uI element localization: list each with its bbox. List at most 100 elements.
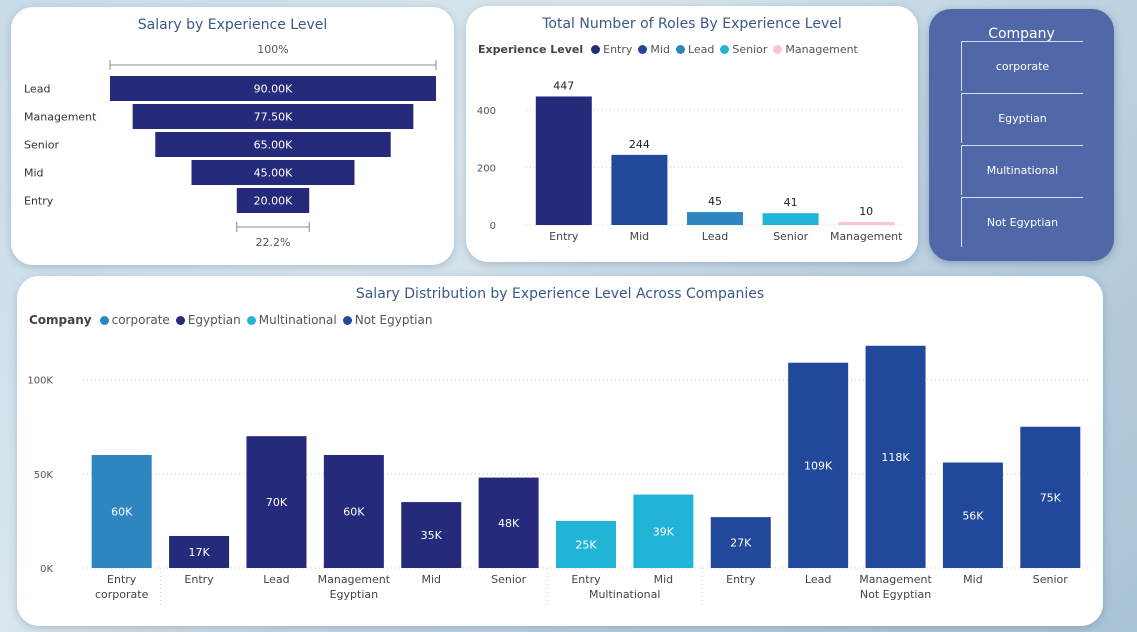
distribution-legend-item-egyptian[interactable]: Egyptian [175,313,241,327]
funnel-value-label: 20.00K [254,195,293,208]
roles-card: Total Number of Roles By Experience Leve… [466,6,918,262]
funnel-card: Salary by Experience Level 100% Lead 90.00… [11,7,454,265]
distribution-x-tick-label: Mid [963,573,983,586]
roles-x-tick-label: Entry [549,230,579,243]
roles-y-tick-label: 0 [490,221,496,232]
roles-bar [535,96,592,225]
legend-dot-icon [175,315,185,325]
funnel-value-label: 77.50K [254,111,293,124]
distribution-bar [478,477,539,568]
funnel-title: Salary by Experience Level [137,17,328,33]
distribution-bar [246,436,307,568]
distribution-x-tick-label: Entry [107,573,137,586]
distribution-data-label: 109K [804,459,833,472]
roles-y-tick-label: 200 [477,164,496,175]
distribution-bar [401,502,462,568]
distribution-group-label: Not Egyptian [860,588,931,601]
distribution-bar [323,455,384,568]
distribution-group-label: corporate [95,588,149,601]
distribution-data-label: 25K [575,538,597,551]
legend-dot-icon [591,45,601,54]
distribution-legend-item-corporate[interactable]: corporate [99,313,170,327]
funnel-bar [132,104,414,129]
roles-x-tick-label: Lead [702,230,728,243]
distribution-x-tick-label: Entry [726,573,756,586]
legend-label: Not Egyptian [354,313,433,327]
roles-x-tick-label: Senior [773,230,809,243]
roles-x-tick-label: Management [830,230,903,243]
distribution-data-label: 60K [343,506,365,519]
distribution-title: Salary Distribution by Experience Level … [355,286,765,302]
distribution-x-tick-label: Mid [421,573,441,586]
roles-legend: Experience Level Entry Mid Lead Senior Manag… [478,43,858,56]
distribution-bar [633,494,694,568]
roles-bar [611,154,668,225]
funnel-bar [155,132,391,157]
legend-label: Lead [687,43,715,56]
distribution-bar [865,345,926,568]
roles-bar [762,213,819,225]
slicer-item-corporate[interactable]: corporate [961,41,1083,91]
slicer-item-not-egyptian[interactable]: Not Egyptian [961,197,1083,247]
distribution-data-label: 70K [266,496,288,509]
distribution-data-label: 48K [498,517,520,530]
distribution-data-label: 35K [421,529,443,542]
distribution-x-tick-label: Lead [263,573,289,586]
legend-dot-icon [99,315,109,325]
distribution-legend-item-not-egyptian[interactable]: Not Egyptian [342,313,433,327]
distribution-data-label: 17K [188,546,210,559]
roles-chart: 0 200 400 447 Entry 244 Mid 45 Lead 41 Senior 10 Man… [477,79,904,243]
distribution-y-tick-label: 0K [40,564,53,575]
legend-dot-icon [638,45,648,54]
distribution-legend-title: Company [29,313,92,327]
distribution-x-tick-label: Entry [571,573,601,586]
legend-label: Entry [603,43,633,56]
legend-dot-icon [342,315,352,325]
roles-legend-item-senior[interactable]: Senior [720,43,767,56]
roles-title: Total Number of Roles By Experience Leve… [542,16,842,32]
distribution-data-label: 39K [653,525,675,538]
distribution-x-tick-label: Mid [654,573,674,586]
roles-legend-item-mid[interactable]: Mid [638,43,670,56]
distribution-group-label: Multinational [589,588,660,601]
slicer-item-multinational[interactable]: Multinational [961,145,1083,195]
roles-data-label: 41 [784,196,798,209]
distribution-y-tick-label: 50K [34,470,54,481]
roles-legend-item-entry[interactable]: Entry [591,43,632,56]
legend-label: Management [785,43,858,56]
legend-dot-icon [773,45,783,54]
legend-dot-icon [720,45,730,54]
distribution-bar [788,362,849,568]
slicer-item-egyptian[interactable]: Egyptian [961,93,1083,143]
funnel-category-label: Lead [24,83,50,96]
funnel-category-label: Senior [24,139,60,152]
roles-legend-title: Experience Level [478,43,584,56]
roles-bar [838,222,895,225]
distribution-bar [91,455,152,568]
distribution-legend-item-multinational[interactable]: Multinational [246,313,337,327]
company-slicer: Company corporate Egyptian Multinational… [929,9,1114,261]
distribution-x-tick-label: Senior [1033,573,1069,586]
funnel-bar [191,160,355,185]
roles-legend-item-lead[interactable]: Lead [675,43,715,56]
funnel-value-label: 45.00K [254,167,293,180]
funnel-top-pct: 100% [257,43,288,56]
roles-data-label: 447 [553,79,574,92]
funnel-bottom-pct: 22.2% [256,236,291,249]
funnel-bar [236,188,310,213]
distribution-y-tick-label: 100K [27,376,53,387]
funnel-category-label: Management [24,111,97,124]
distribution-x-tick-label: Entry [184,573,214,586]
distribution-bar [942,462,1003,568]
slicer-title: Company [988,26,1055,42]
legend-label: Senior [732,43,768,56]
distribution-group-label: Egyptian [330,588,379,601]
distribution-bar [1020,426,1081,568]
distribution-bar [710,517,771,568]
distribution-x-tick-label: Management [318,573,391,586]
distribution-data-label: 75K [1040,491,1062,504]
roles-y-tick-label: 400 [477,106,496,117]
roles-legend-item-management[interactable]: Management [773,43,858,56]
distribution-data-label: 27K [730,537,752,550]
legend-label: Multinational [258,313,337,327]
